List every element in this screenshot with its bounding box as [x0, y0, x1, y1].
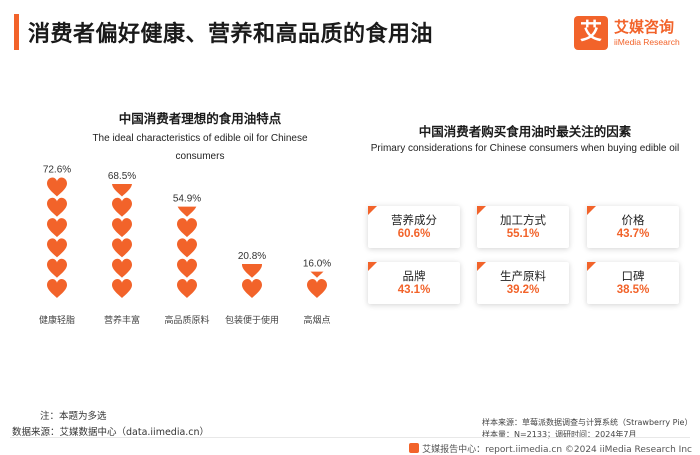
footer-text: 艾媒报告中心：report.iimedia.cn ©2024 iiMedia R…: [422, 445, 692, 455]
partial-heart-icon: [112, 183, 132, 197]
multi-choice-note: 注：本题为多选: [40, 411, 107, 422]
factor-value: 43.1%: [397, 284, 431, 296]
data-label: 68.5%: [108, 171, 136, 182]
heart-icon: [177, 218, 197, 238]
partial-heart-icon: [310, 271, 324, 278]
partial-heart-icon: [242, 264, 262, 278]
card-corner-accent: [477, 262, 486, 271]
factor-name: 营养成分: [391, 213, 437, 227]
ideal-characteristics-chart: 72.6% 健康轻脂 68.5% 营养丰富 54.9% 高品质原料 20.8% 包装便于使用 1…: [39, 165, 331, 327]
data-label: 16.0%: [303, 259, 331, 270]
data-label: 54.9%: [173, 194, 201, 205]
iimedia-logo: 艾 艾媒咨询 iiMedia Research: [574, 16, 690, 54]
heart-icon: [112, 258, 132, 278]
category-label: 高品质原料: [164, 314, 209, 326]
heart-icon: [242, 279, 262, 298]
heart-icon: [307, 279, 327, 298]
sample-source: 样本来源：草莓派数据调查与计算系统（Strawberry Pie）: [482, 418, 693, 427]
title-accent-bar: [14, 14, 19, 50]
heart-icon: [112, 238, 132, 258]
factor-name: 口碑: [621, 269, 645, 283]
card-corner-accent: [368, 206, 377, 215]
page-title: 消费者偏好健康、营养和高品质的食用油: [28, 22, 434, 47]
card-corner-accent: [477, 206, 486, 215]
factor-name: 加工方式: [500, 213, 546, 227]
bar-4: [242, 264, 262, 298]
card-corner-accent: [587, 262, 596, 271]
category-label: 营养丰富: [104, 314, 140, 326]
right-panel-title: 中国消费者购买食用油时最关注的因素: [418, 124, 632, 139]
bar-5: [307, 271, 327, 298]
factor-value: 60.6%: [397, 228, 431, 240]
heart-icon: [177, 238, 197, 258]
right-panel-subtitle: Primary considerations for Chinese consu…: [370, 143, 680, 154]
factor-card-brand: 品牌 43.1%: [368, 262, 460, 304]
category-label: 健康轻脂: [39, 314, 75, 326]
logo-mark-icon: 艾: [574, 16, 608, 50]
factor-card-nutrition: 营养成分 60.6%: [368, 206, 460, 248]
factor-card-price: 价格 43.7%: [587, 206, 679, 248]
factor-value: 39.2%: [506, 284, 540, 296]
bar-3: [177, 206, 197, 298]
factor-name: 品牌: [402, 269, 426, 283]
sample-info: 样本来源：草莓派数据调查与计算系统（Strawberry Pie） 样本量：N=…: [482, 417, 692, 441]
heart-icon: [47, 258, 67, 278]
sample-size: 样本量：N=2133；调研时间：2024年7月: [482, 430, 637, 439]
heart-icon: [112, 197, 132, 217]
factor-value: 38.5%: [616, 284, 650, 296]
left-chart-title: 中国消费者理想的食用油特点: [118, 111, 282, 126]
heart-icon: [112, 279, 132, 298]
left-chart-subtitle: The ideal characteristics of edible oil …: [92, 133, 308, 162]
factor-card-processing: 加工方式 55.1%: [477, 206, 569, 248]
category-label: 高烟点: [303, 314, 330, 326]
data-label: 72.6%: [43, 165, 71, 176]
heart-icon: [47, 238, 67, 258]
category-label: 包装便于使用: [225, 314, 279, 326]
data-source: 数据来源：艾媒数据中心（data.iimedia.cn）: [12, 427, 210, 438]
factor-card-raw-material: 生产原料 39.2%: [477, 262, 569, 304]
heart-icon: [47, 197, 67, 217]
heart-icon: [177, 258, 197, 278]
partial-heart-icon: [177, 206, 197, 217]
card-corner-accent: [368, 262, 377, 271]
bar-1: [47, 177, 67, 298]
heart-icon: [112, 218, 132, 238]
footer-divider: [10, 437, 690, 438]
heart-icon: [177, 279, 197, 298]
factor-value: 55.1%: [506, 228, 540, 240]
factor-value: 43.7%: [616, 228, 650, 240]
factor-card-reputation: 口碑 38.5%: [587, 262, 679, 304]
factor-name: 价格: [621, 213, 645, 227]
logo-name-cn: 艾媒咨询: [614, 18, 675, 36]
heart-icon: [47, 279, 67, 298]
heart-icon: [47, 218, 67, 238]
factor-name: 生产原料: [500, 269, 546, 283]
footer: 艾媒报告中心：report.iimedia.cn ©2024 iiMedia R…: [0, 442, 692, 455]
bar-2: [112, 183, 132, 298]
logo-name-en: iiMedia Research: [614, 37, 680, 47]
report-center-icon: [409, 443, 420, 453]
card-corner-accent: [587, 206, 596, 215]
data-label: 20.8%: [238, 251, 266, 262]
heart-icon: [47, 177, 67, 197]
